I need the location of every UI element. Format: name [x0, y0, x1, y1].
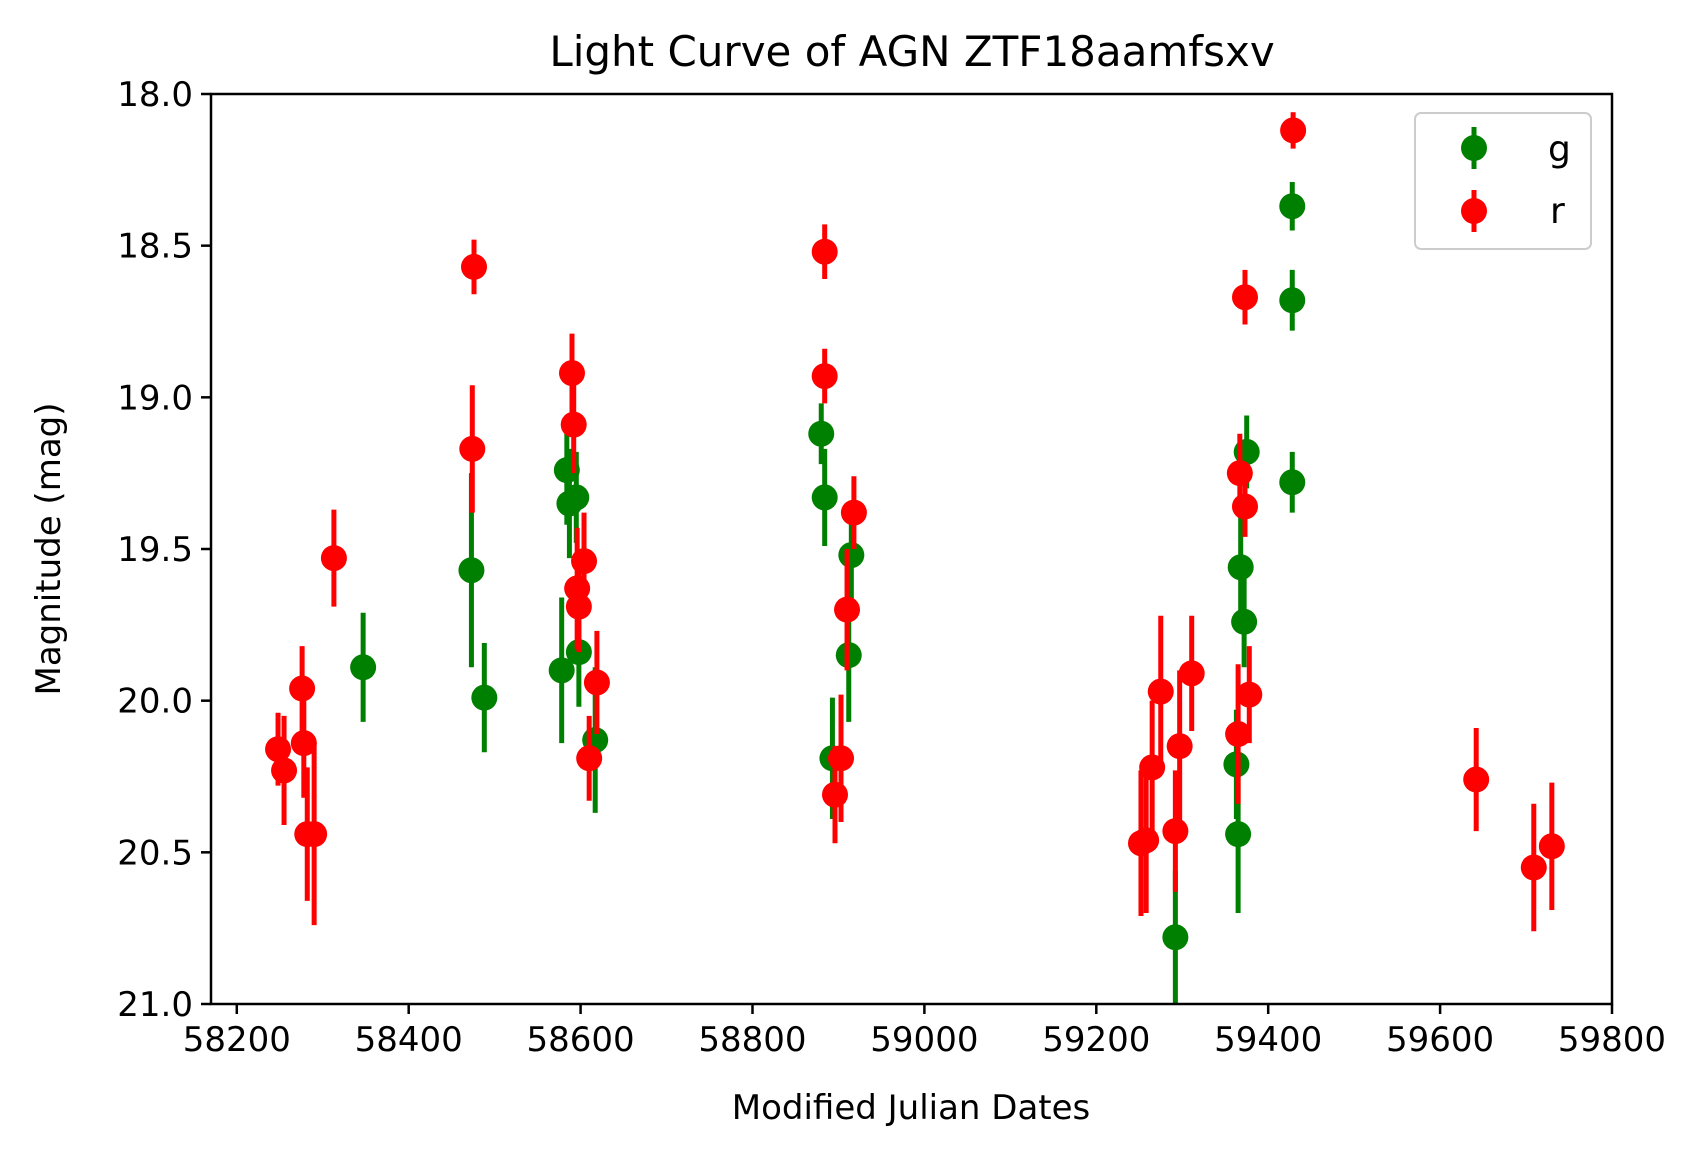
data-point-r [828, 745, 855, 772]
x-tick-label: 59400 [1214, 1020, 1322, 1060]
legend-g-marker [1461, 135, 1487, 161]
x-axis-label: Modified Julian Dates [732, 1088, 1091, 1128]
data-point-r [1538, 833, 1565, 860]
data-point-r [1520, 854, 1547, 881]
data-point-r [320, 545, 347, 572]
series-r [265, 112, 1565, 932]
data-point-r [1162, 818, 1189, 845]
legend: g r [1414, 112, 1592, 250]
data-point-g [1225, 821, 1252, 848]
x-tick-label: 59800 [1558, 1020, 1666, 1060]
data-point-r [1178, 660, 1205, 687]
x-tick-label: 59000 [870, 1020, 978, 1060]
data-point-g [1279, 469, 1306, 496]
data-point-g [1231, 608, 1258, 635]
data-point-r [576, 745, 603, 772]
data-point-g [1227, 554, 1254, 581]
data-point-r [583, 669, 610, 696]
data-point-r [822, 781, 849, 808]
data-point-r [1280, 117, 1307, 144]
data-point-r [560, 411, 587, 438]
y-tick-label: 18.5 [117, 227, 193, 267]
data-point-g [563, 484, 590, 511]
legend-r-marker [1461, 198, 1487, 224]
data-point-r [271, 757, 298, 784]
data-point-g [838, 542, 865, 569]
data-point-r [1147, 678, 1174, 705]
data-point-g [808, 420, 835, 447]
data-point-r [461, 253, 488, 280]
y-tick-label: 19.5 [117, 530, 193, 570]
data-point-r [840, 499, 867, 526]
plot-area [265, 112, 1565, 1004]
legend-frame [1414, 112, 1592, 250]
data-point-g [471, 684, 498, 711]
data-point-g [1279, 193, 1306, 220]
y-tick-label: 21.0 [117, 985, 193, 1025]
x-tick-label: 58600 [527, 1020, 635, 1060]
data-point-r [1166, 733, 1193, 760]
data-point-g [1162, 924, 1189, 951]
y-axis: 18.0 18.5 19.0 19.5 20.0 20.5 21.0 [117, 75, 211, 1025]
data-point-g [1279, 287, 1306, 314]
legend-label-r: r [1550, 191, 1565, 232]
x-tick-label: 59600 [1386, 1020, 1494, 1060]
chart-title: Light Curve of AGN ZTF18aamfsxv [549, 27, 1274, 76]
x-tick-label: 58800 [698, 1020, 806, 1060]
y-axis-label: Magnitude (mag) [29, 402, 69, 695]
x-tick-label: 58400 [355, 1020, 463, 1060]
data-point-g [458, 557, 485, 584]
data-point-r [1236, 681, 1263, 708]
data-point-r [1133, 827, 1160, 854]
data-point-r [565, 593, 592, 620]
y-tick-label: 18.0 [117, 75, 193, 115]
data-point-r [558, 360, 585, 387]
data-point-r [301, 821, 328, 848]
data-point-r [1225, 721, 1252, 748]
data-point-g [811, 484, 838, 511]
data-point-g [350, 654, 377, 681]
y-tick-label: 20.0 [117, 682, 193, 722]
data-point-r [1231, 493, 1258, 520]
x-tick-label: 58200 [183, 1020, 291, 1060]
data-point-r [1226, 460, 1253, 487]
data-point-r [811, 363, 838, 390]
legend-label-g: g [1548, 129, 1571, 170]
data-point-r [1231, 284, 1258, 311]
data-point-r [834, 596, 861, 623]
x-axis: 58200 58400 58600 58800 59000 59200 59400 59600… [183, 1004, 1666, 1060]
y-tick-label: 20.5 [117, 833, 193, 873]
data-point-r [1463, 766, 1490, 793]
data-point-r [571, 548, 598, 575]
data-point-r [290, 730, 317, 757]
data-point-g [548, 657, 575, 684]
legend-entry-g: g [1461, 127, 1571, 170]
x-tick-label: 59200 [1042, 1020, 1150, 1060]
data-point-r [811, 238, 838, 265]
data-point-r [459, 435, 486, 462]
legend-entry-r: r [1461, 190, 1565, 232]
y-tick-label: 19.0 [117, 378, 193, 418]
